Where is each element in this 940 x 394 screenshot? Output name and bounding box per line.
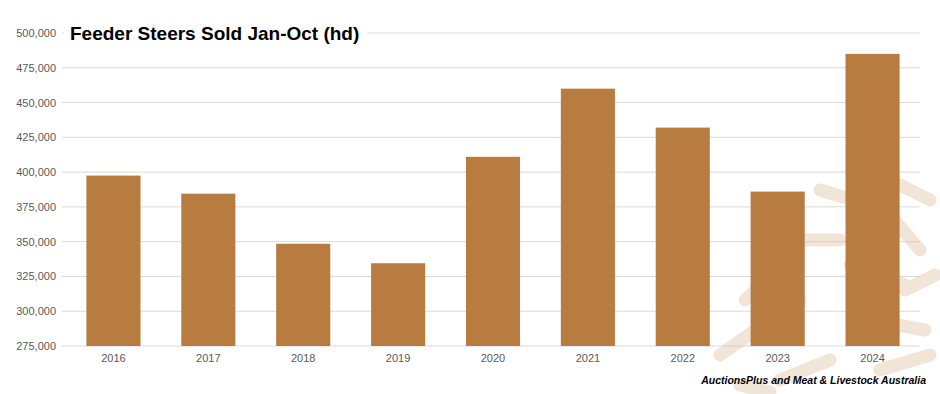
bar [466,157,520,346]
x-tick-label: 2022 [671,352,695,364]
bar [561,89,615,346]
y-tick-label: 475,000 [16,62,56,74]
title-background [64,21,367,46]
y-tick-label: 425,000 [16,131,56,143]
decor-dash [800,234,840,247]
bars [86,54,899,346]
x-tick-label: 2021 [576,352,600,364]
decor-dash [905,275,935,290]
x-tick-label: 2016 [101,352,125,364]
bar [751,192,805,346]
x-tick-label: 2020 [481,352,505,364]
x-tick-label: 2023 [765,352,789,364]
x-tick-label: 2017 [196,352,220,364]
bar [276,244,330,346]
decor-dash [900,185,930,200]
source: AuctionsPlus and Meat & Livestock Austra… [700,374,926,386]
y-tick-label: 450,000 [16,97,56,109]
y-tick-label: 500,000 [16,27,56,39]
decor-dash [880,355,930,370]
x-tick-label: 2019 [386,352,410,364]
y-tick-label: 325,000 [16,270,56,282]
grid-line [62,137,920,138]
bar [86,176,140,346]
x-tick-label: 2018 [291,352,315,364]
bar [181,194,235,346]
decoration [720,185,935,392]
decor-dash [740,385,770,392]
chart: 275,000 300,000 325,000 350,000 375,000 400,0… [0,0,940,394]
grid-line [62,67,920,68]
y-tick-label: 300,000 [16,305,56,317]
bar [371,263,425,346]
bar [656,128,710,346]
y-tick-label: 400,000 [16,166,56,178]
y-tick-label: 275,000 [16,340,56,352]
x-tick-label: 2024 [860,352,884,364]
bar [846,54,900,346]
y-tick-label: 375,000 [16,201,56,213]
y-tick-label: 350,000 [16,236,56,248]
title: Feeder Steers Sold Jan-Oct (hd) [70,23,359,44]
grid-line [62,102,920,103]
